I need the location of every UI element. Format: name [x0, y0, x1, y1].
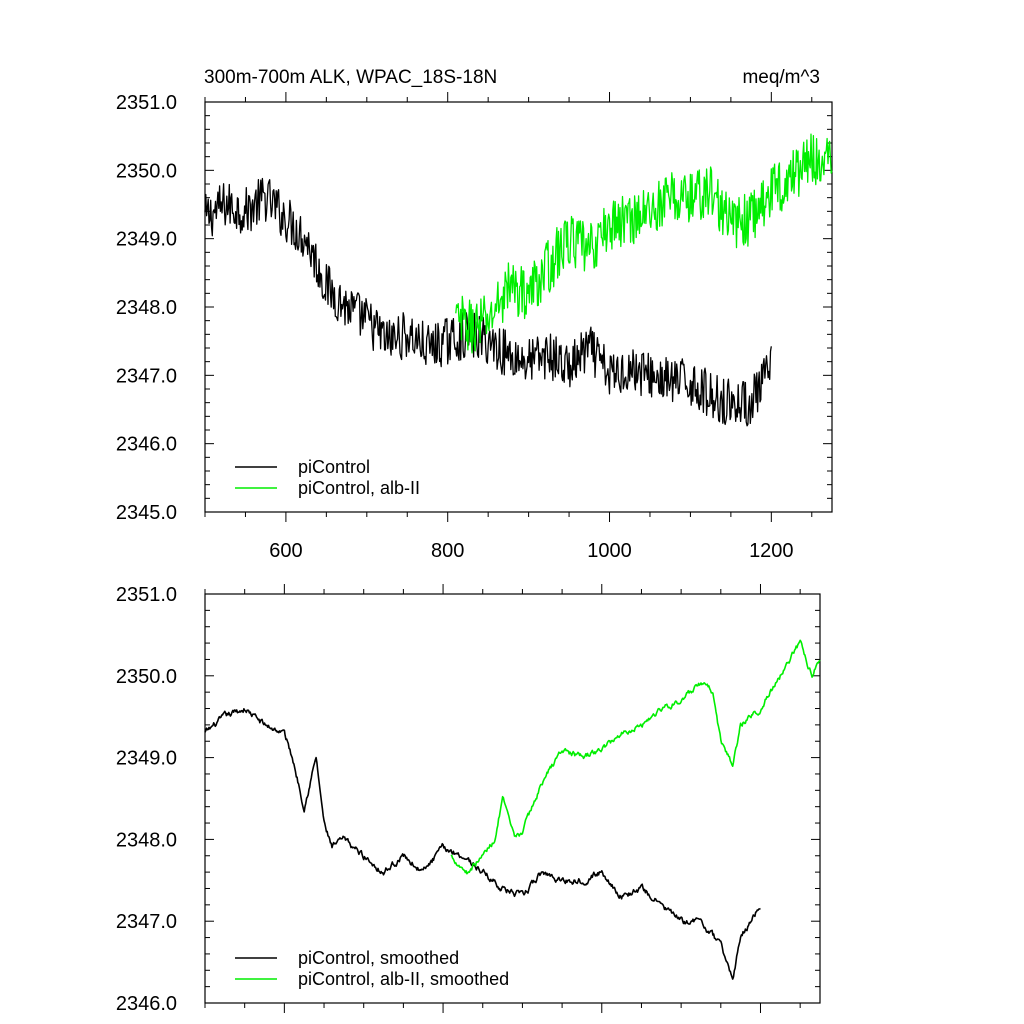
y-tick-label: 2351.0 — [116, 584, 177, 606]
y-tick-label: 2347.0 — [116, 911, 177, 933]
legend-label: piControl, smoothed — [298, 948, 459, 968]
plot-frame — [204, 593, 821, 1004]
y-tick-label: 2347.0 — [116, 365, 177, 387]
x-tick-label: 800 — [431, 540, 464, 562]
y-tick-label: 2351.0 — [116, 92, 177, 114]
series-line-p0-0 — [204, 177, 772, 427]
x-tick-label: 600 — [269, 540, 302, 562]
y-tick-label: 2349.0 — [116, 748, 177, 770]
x-tick-label: 1000 — [587, 540, 632, 562]
series-line-p0-1 — [455, 133, 833, 354]
x-tick-label: 1200 — [749, 540, 794, 562]
series-line-p1-0 — [204, 707, 761, 980]
units-label: meq/m^3 — [742, 67, 820, 88]
y-tick-label: 2345.0 — [116, 502, 177, 524]
y-tick-label: 2346.0 — [116, 993, 177, 1015]
y-tick-label: 2349.0 — [116, 229, 177, 251]
bottom-panel: 2346.0 2347.0 2348.0 2349.0 2350.0 2351.0 piCo… — [116, 584, 821, 1015]
series-line-p1-1 — [450, 639, 821, 875]
top-panel: 2345.0 2346.0 2347.0 2348.0 2349.0 2350.0 2351… — [116, 92, 833, 562]
legend-label: piControl, alb-II, smoothed — [298, 969, 509, 989]
y-tick-label: 2346.0 — [116, 434, 177, 456]
y-tick-label: 2348.0 — [116, 297, 177, 319]
legend-label: piControl, alb-II — [298, 478, 420, 498]
y-tick-label: 2348.0 — [116, 829, 177, 851]
chart-title: 300m-700m ALK, WPAC_18S-18N — [204, 67, 497, 88]
y-tick-label: 2350.0 — [116, 160, 177, 182]
legend-label: piControl — [298, 457, 370, 477]
y-tick-label: 2350.0 — [116, 666, 177, 688]
